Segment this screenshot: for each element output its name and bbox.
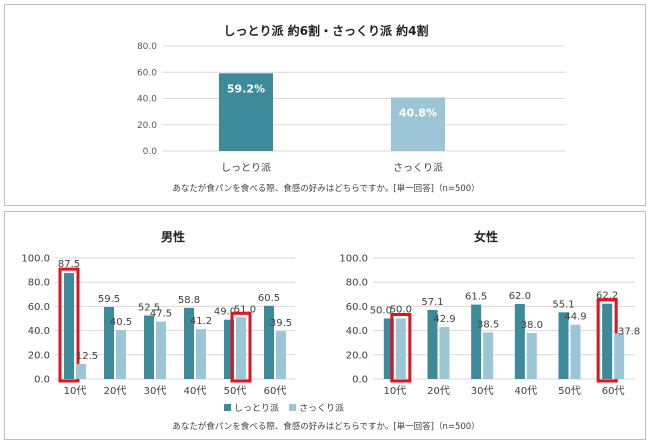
bar-shittori-10代 bbox=[383, 318, 394, 379]
overall-chart: しっとり派 約6割・さっくり派 約4割 80.060.040.020.00.0 … bbox=[137, 23, 565, 194]
age-category-label: 30代 bbox=[144, 385, 167, 397]
bar-value-label: 38.0 bbox=[521, 320, 543, 331]
bar-value-label: 60.5 bbox=[258, 293, 280, 304]
bar-value-label: 51.0 bbox=[234, 304, 256, 315]
bar-value-label: 47.5 bbox=[150, 309, 172, 320]
bar-value-label: 87.5 bbox=[58, 259, 80, 270]
bar-sakkuri-60代 bbox=[614, 333, 625, 379]
bar-sakkuri-40代 bbox=[196, 329, 206, 379]
highlight-box bbox=[230, 311, 252, 383]
category-label: さっくり派 bbox=[393, 162, 443, 174]
y-tick-label: 60.0 bbox=[28, 302, 50, 313]
bar-value-label: 12.5 bbox=[76, 351, 98, 362]
age-category-label: 10代 bbox=[64, 385, 87, 397]
bar-shittori-30代 bbox=[144, 315, 154, 379]
legend-swatch-sakkuri bbox=[289, 404, 296, 411]
bar-value-label: 59.2% bbox=[227, 82, 265, 95]
bar-value-label: 42.9 bbox=[433, 314, 455, 325]
overall-question-note: あなたが食パンを食べる際、食感の好みはどちらですか。[単一回答]（n=500） bbox=[172, 183, 479, 194]
age-category-label: 20代 bbox=[104, 385, 127, 397]
bar-sakkuri-30代 bbox=[156, 321, 166, 379]
age-category-label: 30代 bbox=[471, 385, 494, 397]
age-category-label: 50代 bbox=[558, 385, 581, 397]
bar-value-label: 40.5 bbox=[110, 317, 132, 328]
bar-shittori-60代 bbox=[264, 305, 274, 379]
category-label: しっとり派 bbox=[221, 162, 271, 174]
bar-shittori-20代 bbox=[427, 309, 438, 379]
bar-value-label: 59.5 bbox=[98, 294, 120, 305]
bar-sakkuri bbox=[391, 97, 445, 151]
bar-sakkuri-50代 bbox=[236, 317, 246, 379]
female-chart-title: 女性 bbox=[474, 229, 498, 244]
bar-value-label: 50.0 bbox=[390, 305, 412, 316]
bar-value-label: 52.5 bbox=[138, 302, 160, 313]
age-category-label: 40代 bbox=[514, 385, 537, 397]
bar-value-label: 57.1 bbox=[421, 297, 443, 308]
age-category-label: 10代 bbox=[383, 385, 406, 397]
bar-sakkuri-10代 bbox=[76, 363, 86, 379]
bar-value-label: 44.9 bbox=[564, 312, 586, 323]
highlight-box bbox=[58, 267, 80, 383]
y-tick-label: 100.0 bbox=[21, 254, 50, 265]
age-category-label: 40代 bbox=[184, 385, 207, 397]
bar-shittori-50代 bbox=[224, 319, 234, 379]
gender-question-note: あなたが食パンを食べる際、食感の好みはどちらですか。[単一回答]（n=500） bbox=[172, 421, 479, 432]
bar-shittori-40代 bbox=[184, 307, 194, 379]
y-tick-label: 100.0 bbox=[339, 254, 368, 265]
bar-shittori-10代 bbox=[64, 273, 74, 379]
y-tick-label: 20.0 bbox=[137, 121, 157, 131]
bar-value-label: 61.5 bbox=[465, 292, 487, 303]
bar-sakkuri-40代 bbox=[526, 333, 537, 379]
bar-value-label: 40.8% bbox=[399, 106, 437, 119]
bar-value-label: 62.2 bbox=[596, 291, 618, 302]
y-tick-label: 40.0 bbox=[137, 95, 157, 105]
y-tick-label: 20.0 bbox=[346, 350, 368, 361]
y-tick-label: 80.0 bbox=[28, 278, 50, 289]
y-tick-label: 40.0 bbox=[346, 326, 368, 337]
age-category-label: 50代 bbox=[224, 385, 247, 397]
gender-chart-panel: 男性 女性 100.0 80.0 60.0 40.0 20.0 0.0 10代 87.5 12.… bbox=[4, 211, 646, 440]
y-tick-label: 0.0 bbox=[34, 375, 50, 386]
bar-sakkuri-20代 bbox=[439, 327, 450, 379]
overall-chart-panel: しっとり派 約6割・さっくり派 約4割 80.0 60.0 40.0 20.0 0.0 … bbox=[4, 4, 646, 206]
y-tick-label: 0.0 bbox=[143, 147, 158, 157]
bar-value-label: 58.8 bbox=[178, 295, 200, 306]
y-tick-label: 0.0 bbox=[352, 375, 368, 386]
bar-shittori-30代 bbox=[471, 304, 482, 379]
bar-shittori-20代 bbox=[104, 307, 114, 379]
y-tick-label: 80.0 bbox=[137, 42, 157, 52]
highlight-box bbox=[390, 313, 412, 383]
bar-value-label: 37.8 bbox=[618, 326, 640, 337]
bar-value-label: 49.0 bbox=[214, 307, 236, 318]
y-tick-label: 20.0 bbox=[28, 350, 50, 361]
y-tick-label: 60.0 bbox=[346, 302, 368, 313]
legend-label-shittori: しっとり派 bbox=[234, 403, 279, 414]
gender-charts: 男性 女性 100.0 80.0 60.0 40.0 20.0 0.0 10代 87.5 12.… bbox=[21, 229, 640, 432]
bar-shittori bbox=[219, 73, 273, 151]
y-tick-label: 40.0 bbox=[28, 326, 50, 337]
legend-label-sakkuri: さっくり派 bbox=[299, 403, 344, 414]
bar-sakkuri-30代 bbox=[483, 332, 494, 379]
bar-sakkuri-60代 bbox=[276, 331, 286, 379]
overall-chart-title: しっとり派 約6割・さっくり派 約4割 bbox=[223, 23, 428, 38]
y-tick-label: 80.0 bbox=[346, 278, 368, 289]
bar-value-label: 41.2 bbox=[190, 316, 212, 327]
male-chart-title: 男性 bbox=[161, 229, 185, 244]
bar-sakkuri-10代 bbox=[395, 318, 406, 379]
bar-value-label: 38.5 bbox=[477, 319, 499, 330]
bar-shittori-50代 bbox=[558, 312, 569, 379]
age-category-label: 20代 bbox=[427, 385, 450, 397]
bar-shittori-60代 bbox=[602, 303, 613, 379]
age-category-label: 60代 bbox=[264, 385, 287, 397]
bar-sakkuri-20代 bbox=[116, 329, 126, 379]
y-tick-label: 60.0 bbox=[137, 68, 157, 78]
legend-swatch-shittori bbox=[224, 404, 231, 411]
bar-value-label: 55.1 bbox=[552, 299, 574, 310]
bar-value-label: 39.5 bbox=[270, 318, 292, 329]
age-category-label: 60代 bbox=[602, 385, 625, 397]
bar-value-label: 62.0 bbox=[509, 291, 531, 302]
bar-value-label: 50.0 bbox=[370, 306, 392, 317]
bar-shittori-40代 bbox=[514, 303, 525, 379]
bar-sakkuri-50代 bbox=[570, 324, 581, 379]
